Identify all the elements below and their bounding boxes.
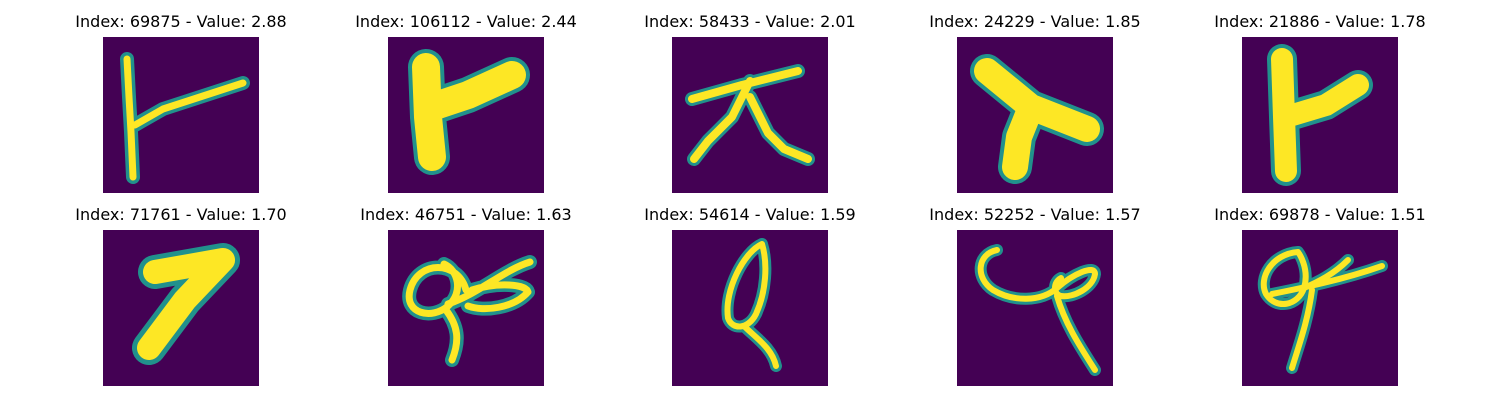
panel-title: Index: 46751 - Value: 1.63 — [360, 205, 572, 224]
panel-title: Index: 24229 - Value: 1.85 — [929, 12, 1141, 31]
digit-image-lambda-cross — [672, 37, 828, 193]
image-panel — [957, 230, 1113, 386]
panel-title: Index: 106112 - Value: 2.44 — [355, 12, 577, 31]
image-panel — [1242, 230, 1398, 386]
digit-image-loop-scribble — [388, 230, 544, 386]
digit-image-loop-q — [672, 230, 828, 386]
panel-title: Index: 21886 - Value: 1.78 — [1214, 12, 1426, 31]
digit-image-t-branch — [103, 37, 259, 193]
image-panel — [672, 230, 828, 386]
panel-title: Index: 58433 - Value: 2.01 — [644, 12, 856, 31]
panel-title: Index: 52252 - Value: 1.57 — [929, 205, 1141, 224]
panel-title: Index: 71761 - Value: 1.70 — [75, 205, 287, 224]
digit-image-thick-y — [388, 37, 544, 193]
image-panel — [388, 230, 544, 386]
digit-image-thick-y-angled — [957, 37, 1113, 193]
panel-title: Index: 69878 - Value: 1.51 — [1214, 205, 1426, 224]
image-panel — [103, 37, 259, 193]
digit-image-loop-cross — [1242, 230, 1398, 386]
image-panel — [103, 230, 259, 386]
image-panel — [388, 37, 544, 193]
digit-image-curl-loop — [957, 230, 1113, 386]
panel-title: Index: 69875 - Value: 2.88 — [75, 12, 287, 31]
digit-image-thick-seven — [103, 230, 259, 386]
image-panel — [957, 37, 1113, 193]
digit-image-thick-y-upright — [1242, 37, 1398, 193]
panel-title: Index: 54614 - Value: 1.59 — [644, 205, 856, 224]
image-panel — [672, 37, 828, 193]
image-panel — [1242, 37, 1398, 193]
